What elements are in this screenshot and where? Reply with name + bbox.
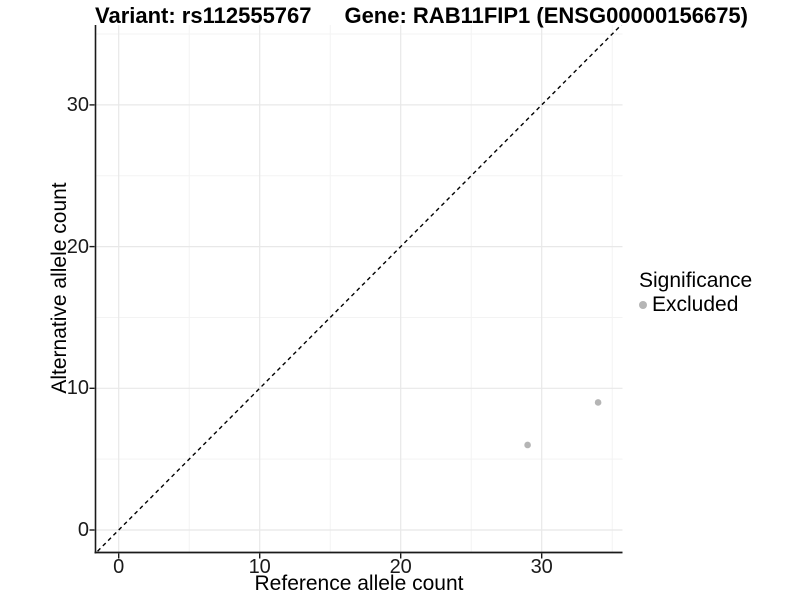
y-tick-label: 20 (66, 235, 89, 258)
data-point (524, 441, 531, 449)
legend-item-excluded: Excluded (639, 294, 752, 316)
gene-title: Gene: RAB11FIP1 (ENSG00000156675) (344, 3, 748, 28)
x-tick-label: 0 (113, 556, 125, 578)
y-tick-label: 0 (77, 519, 89, 541)
variant-title: Variant: rs112555767 (95, 3, 312, 28)
y-tick-label: 10 (66, 377, 89, 400)
x-tick-label: 10 (248, 556, 271, 578)
x-tick-label: 20 (389, 556, 412, 578)
legend: Significance Excluded (639, 269, 752, 316)
identity-dashed-line (95, 25, 623, 553)
excluded-point-icon (639, 301, 647, 309)
y-axis-title: Alternative allele count (48, 182, 71, 394)
legend-item-label: Excluded (652, 293, 739, 316)
x-axis-title: Reference allele count (254, 572, 464, 595)
y-tick-label: 30 (66, 93, 89, 116)
x-tick-label: 30 (530, 556, 553, 578)
legend-title: Significance (639, 269, 753, 292)
data-point (594, 399, 602, 406)
